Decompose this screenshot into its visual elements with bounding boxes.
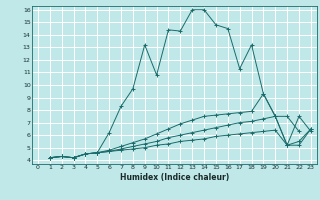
X-axis label: Humidex (Indice chaleur): Humidex (Indice chaleur) [120, 173, 229, 182]
